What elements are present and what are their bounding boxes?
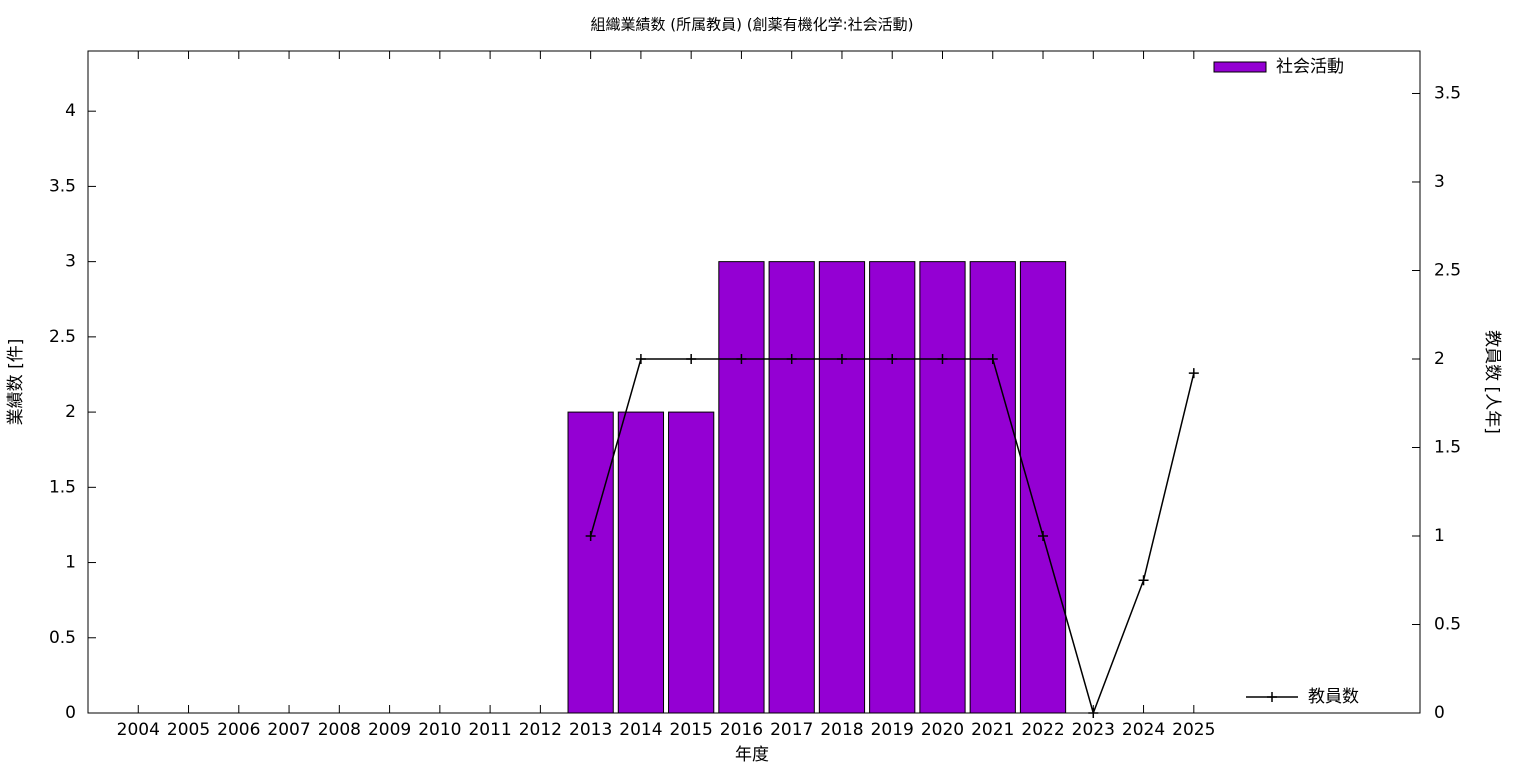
bar: [617, 411, 665, 714]
x-tick-label: 2018: [820, 720, 863, 740]
x-tick-label: 2007: [267, 720, 310, 740]
x-axis-label: 年度: [735, 745, 769, 765]
x-tick-label: 2010: [418, 720, 461, 740]
legend-label: 社会活動: [1276, 57, 1344, 77]
bar: [768, 261, 815, 714]
x-tick-label: 2006: [217, 720, 260, 740]
x-tick-label: 2021: [971, 720, 1014, 740]
point: [987, 353, 998, 364]
y2-tick-label: 3: [1434, 172, 1445, 192]
y-tick-label: 1: [65, 553, 76, 573]
legend-swatch: [1267, 692, 1277, 702]
x-tick-label: 2017: [770, 720, 813, 740]
bar: [718, 261, 765, 714]
bar: [1019, 261, 1067, 714]
point: [1138, 575, 1149, 586]
x-tick-label: 2004: [117, 720, 160, 740]
x-tick-label: 2025: [1172, 720, 1215, 740]
x-tick-label: 2022: [1021, 720, 1064, 740]
y-tick-label: 3: [65, 252, 76, 272]
x-tick-label: 2020: [921, 720, 964, 740]
x-tick-label: 2015: [670, 720, 713, 740]
y2-tick-label: 2.5: [1434, 260, 1461, 280]
point: [686, 353, 697, 364]
y-tick-label: 3.5: [49, 176, 76, 196]
point: [887, 353, 898, 364]
y-axis-label: 業績数 [件]: [6, 339, 26, 426]
point: [1188, 368, 1199, 379]
point: [786, 353, 797, 364]
bar: [869, 261, 916, 714]
x-tick-label: 2009: [368, 720, 411, 740]
bar: [818, 261, 866, 714]
y-tick-label: 1.5: [49, 477, 76, 497]
bar: [919, 261, 966, 714]
y-tick-label: 4: [65, 101, 76, 121]
point: [1088, 708, 1099, 718]
y2-tick-label: 3.5: [1434, 83, 1461, 103]
x-tick-label: 2016: [720, 720, 763, 740]
bar: [668, 411, 715, 714]
y2-tick-label: 1: [1434, 526, 1445, 546]
y2-tick-label: 0: [1434, 703, 1445, 723]
x-tick-label: 2024: [1122, 720, 1165, 740]
point: [635, 353, 646, 364]
y-tick-label: 0: [65, 703, 76, 723]
x-tick-label: 2005: [167, 720, 210, 740]
legend-swatch: [1213, 61, 1267, 73]
y-tick-label: 0.5: [49, 628, 76, 648]
y2-tick-label: 1.5: [1434, 437, 1461, 457]
x-tick-label: 2014: [619, 720, 662, 740]
x-tick-label: 2019: [871, 720, 914, 740]
point: [585, 530, 596, 541]
x-tick-label: 2023: [1072, 720, 1115, 740]
x-tick-label: 2008: [318, 720, 361, 740]
x-tick-label: 2013: [569, 720, 612, 740]
x-tick-label: 2012: [519, 720, 562, 740]
bar: [567, 411, 614, 714]
y-tick-label: 2: [65, 402, 76, 422]
legend-label: 教員数: [1308, 687, 1359, 707]
point: [736, 353, 747, 364]
chart-title: 組織業績数 (所属教員) (創薬有機化学:社会活動): [590, 16, 913, 34]
y2-tick-label: 2: [1434, 349, 1445, 369]
point: [1038, 530, 1049, 541]
y2-tick-label: 0.5: [1434, 614, 1461, 634]
bar: [969, 261, 1016, 714]
point: [836, 353, 847, 364]
y-tick-label: 2.5: [49, 327, 76, 347]
x-tick-label: 2011: [468, 720, 511, 740]
point: [937, 353, 948, 364]
y2-axis-label: 教員数 [人年]: [1482, 330, 1502, 434]
